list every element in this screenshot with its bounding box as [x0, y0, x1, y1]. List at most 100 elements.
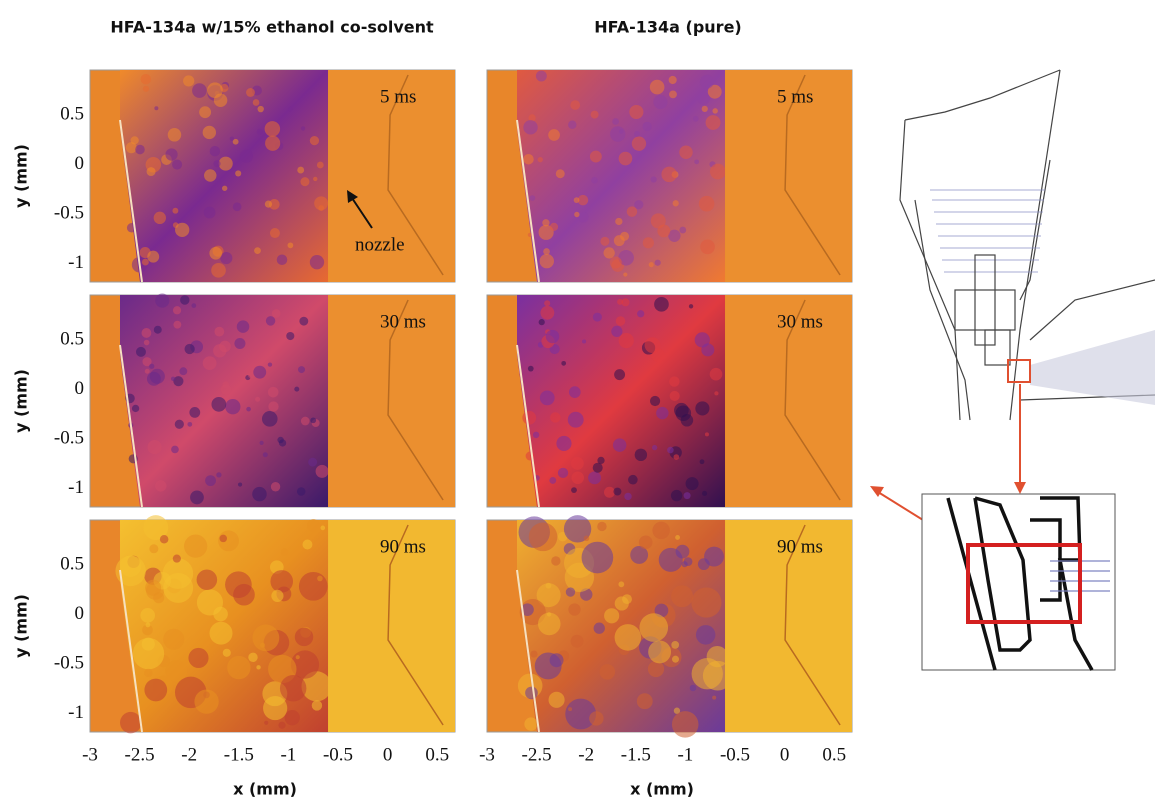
bubble: [165, 148, 178, 161]
bubble: [213, 160, 221, 168]
bubble: [669, 376, 680, 387]
bubble: [256, 128, 263, 135]
image-panel: 90 ms: [486, 515, 853, 738]
bubble: [147, 250, 160, 263]
bubble: [267, 362, 273, 367]
bubble: [159, 534, 169, 544]
bubble: [144, 678, 168, 702]
bubble: [705, 115, 721, 130]
bubble: [234, 337, 246, 350]
y-tick-label: -0.5: [54, 203, 84, 224]
bubble: [191, 303, 197, 308]
bubble: [221, 185, 228, 191]
bubble: [651, 444, 658, 451]
column-title: HFA-134a (pure): [594, 18, 741, 37]
bubble: [214, 326, 225, 337]
bubble: [310, 417, 317, 424]
bubble: [618, 333, 634, 349]
bubble: [570, 634, 584, 648]
bubble: [689, 684, 697, 692]
bubble: [615, 316, 626, 326]
bubble: [300, 177, 310, 187]
bubble: [232, 138, 239, 145]
bubble: [259, 642, 266, 648]
bubble: [140, 74, 152, 85]
x-tick-label: -2.5: [125, 744, 155, 765]
bubble: [320, 525, 326, 531]
bubble: [650, 176, 657, 183]
bubble: [298, 571, 328, 601]
bubble: [279, 675, 307, 702]
x-tick-label: 0: [383, 744, 393, 765]
bubble: [634, 131, 640, 137]
bubble: [317, 575, 323, 582]
bubble: [308, 457, 318, 467]
time-label: 30 ms: [777, 311, 823, 332]
bubble: [196, 569, 218, 590]
bubble: [218, 156, 233, 171]
bubble: [709, 163, 726, 180]
bubble: [702, 490, 708, 496]
bubble: [571, 487, 577, 494]
bubble: [278, 721, 286, 729]
bubble: [187, 421, 193, 427]
bubble: [190, 490, 204, 505]
bubble: [135, 144, 145, 155]
bubble: [550, 412, 561, 423]
bubble: [173, 376, 184, 387]
bubble: [623, 272, 628, 277]
bubble: [597, 521, 607, 532]
bubble: [614, 624, 642, 651]
bubble: [583, 535, 590, 542]
bubble: [648, 640, 672, 664]
bubble: [213, 344, 227, 358]
bubble: [539, 253, 554, 269]
bubble: [671, 640, 680, 649]
bubble: [567, 411, 584, 428]
bubble: [673, 454, 680, 460]
bubble: [288, 106, 293, 112]
bubble: [597, 456, 605, 465]
bubble: [555, 169, 565, 179]
y-axis-label: y (mm): [12, 594, 31, 658]
bubble: [544, 300, 551, 307]
bubble: [699, 459, 705, 465]
bubble: [604, 608, 620, 624]
bubble: [557, 467, 569, 479]
bubble: [149, 368, 165, 384]
nozzle-edge: [784, 74, 841, 276]
bubble: [656, 406, 669, 420]
bubble: [577, 194, 589, 206]
bubble: [701, 105, 708, 112]
x-tick-label: -2: [181, 744, 197, 765]
bubble: [309, 136, 320, 146]
bubble: [211, 397, 227, 412]
nozzle-edge: [784, 299, 841, 501]
bubble: [143, 339, 150, 346]
bubble: [287, 242, 294, 249]
bubble: [254, 247, 261, 255]
bubble: [318, 205, 325, 212]
bubble: [618, 249, 634, 266]
bubble: [570, 100, 581, 110]
bubble: [154, 106, 159, 111]
bubble: [549, 222, 559, 231]
bubble: [688, 304, 694, 309]
image-panel: 30 ms: [486, 294, 853, 508]
bubble: [205, 475, 216, 487]
bubble: [699, 74, 714, 89]
bubble: [532, 431, 540, 439]
x-tick-label: 0: [780, 744, 790, 765]
bubble: [535, 70, 547, 82]
bubble: [527, 232, 533, 238]
column-title: HFA-134a w/15% ethanol co-solvent: [110, 18, 434, 37]
bubble: [183, 75, 195, 87]
bubble: [695, 401, 710, 416]
bubble: [610, 126, 626, 142]
bubble: [671, 585, 694, 608]
x-tick-label: 0.5: [822, 744, 846, 765]
bubble: [593, 622, 605, 634]
y-tick-label: -1: [68, 477, 84, 498]
bubble: [589, 711, 604, 726]
y-tick-label: 0: [75, 378, 85, 399]
